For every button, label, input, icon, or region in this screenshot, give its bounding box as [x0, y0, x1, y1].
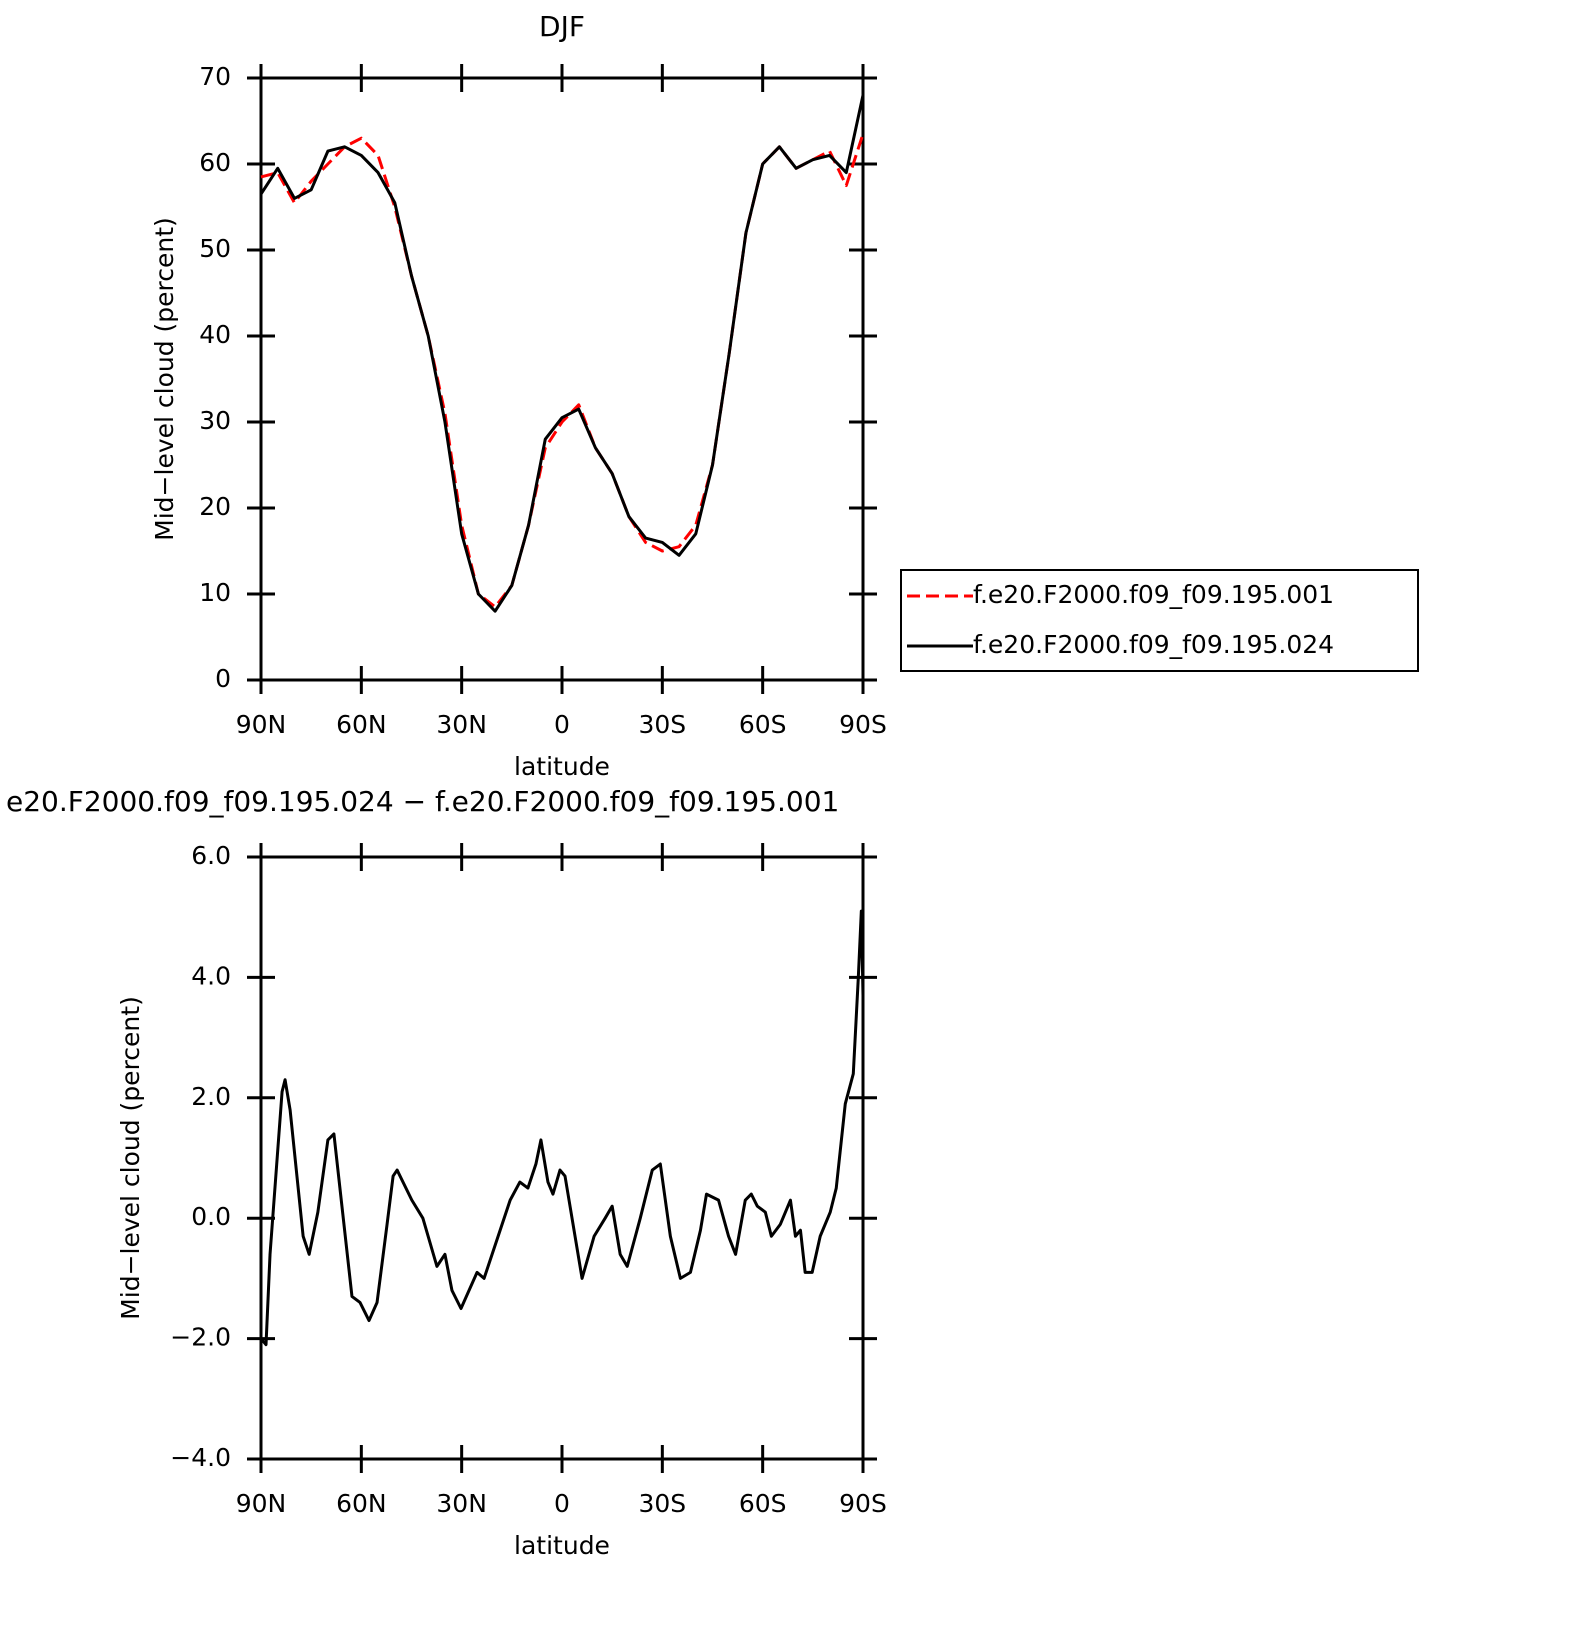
x-axis-label: latitude	[514, 752, 610, 781]
x-tick-label: 30N	[436, 1489, 487, 1518]
x-tick-label: 30N	[436, 710, 487, 739]
y-tick-label: 0.0	[191, 1202, 231, 1231]
legend-box	[900, 569, 1419, 672]
y-tick-label: 0	[215, 664, 231, 693]
y-tick-label: −2.0	[170, 1323, 231, 1352]
x-tick-label: 30S	[638, 710, 686, 739]
x-tick-label: 60N	[336, 710, 387, 739]
plot-frame	[259, 76, 865, 682]
y-tick-label: 4.0	[191, 961, 231, 990]
x-tick-label: 90N	[236, 1489, 287, 1518]
chart-title: DJF	[539, 10, 585, 43]
x-tick-label: 90S	[839, 1489, 887, 1518]
y-tick-label: 6.0	[191, 841, 231, 870]
y-axis-label: Mid−level cloud (percent)	[150, 217, 179, 541]
series-line	[259, 909, 865, 1347]
x-tick-label: 0	[554, 710, 570, 739]
y-tick-label: 2.0	[191, 1082, 231, 1111]
legend-label: f.e20.F2000.f09_f09.195.001	[973, 580, 1334, 609]
y-tick-label: −4.0	[170, 1443, 231, 1472]
chart-title: e20.F2000.f09_f09.195.024 − f.e20.F2000.…	[6, 785, 839, 818]
plot-frame	[259, 855, 865, 1461]
y-tick-label: 60	[199, 148, 231, 177]
x-tick-label: 30S	[638, 1489, 686, 1518]
legend-label: f.e20.F2000.f09_f09.195.024	[973, 630, 1334, 659]
x-tick-label: 90N	[236, 710, 287, 739]
y-tick-label: 70	[199, 62, 231, 91]
y-tick-label: 30	[199, 406, 231, 435]
y-axis-label: Mid−level cloud (percent)	[116, 996, 145, 1320]
y-tick-label: 50	[199, 234, 231, 263]
y-tick-label: 20	[199, 492, 231, 521]
x-tick-label: 60S	[739, 710, 787, 739]
y-tick-label: 10	[199, 578, 231, 607]
x-tick-label: 60S	[739, 1489, 787, 1518]
series-line	[259, 94, 865, 613]
x-tick-label: 60N	[336, 1489, 387, 1518]
x-tick-label: 0	[554, 1489, 570, 1518]
x-axis-label: latitude	[514, 1531, 610, 1560]
y-tick-label: 40	[199, 320, 231, 349]
series-line	[260, 133, 865, 609]
x-tick-label: 90S	[839, 710, 887, 739]
